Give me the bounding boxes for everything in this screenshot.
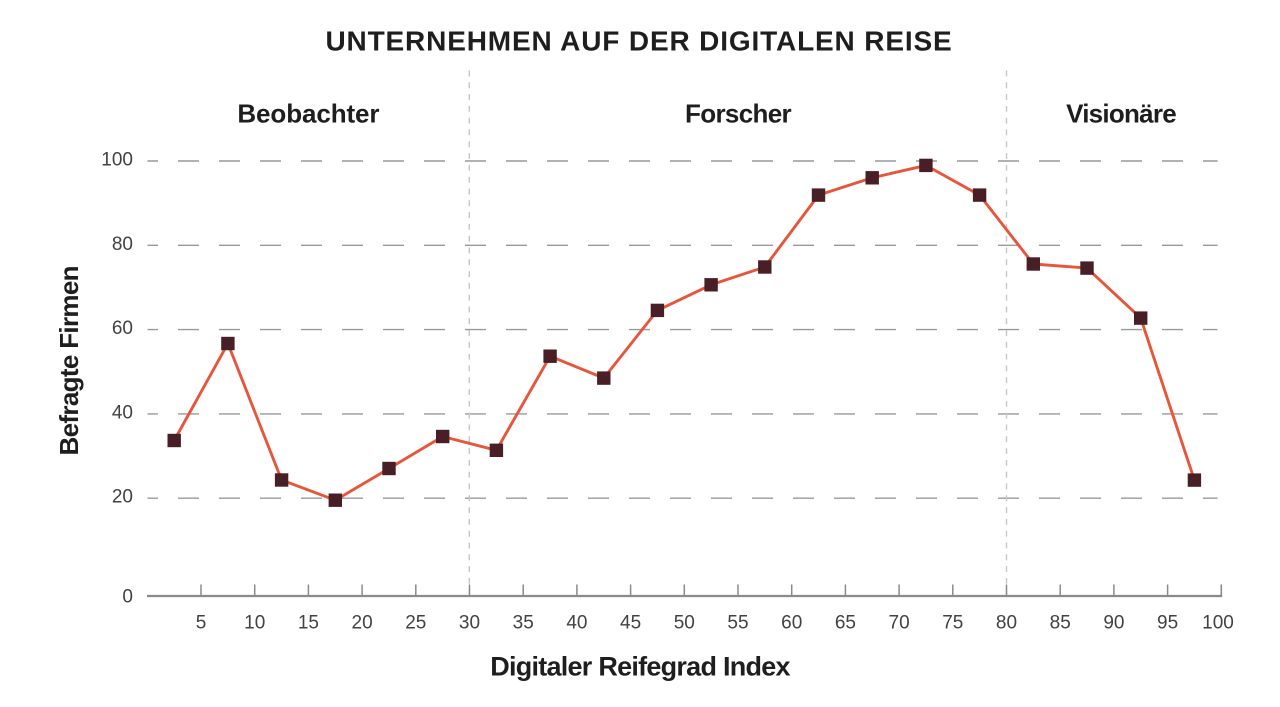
svg-text:40: 40	[112, 402, 133, 423]
svg-text:5: 5	[196, 612, 207, 633]
svg-text:35: 35	[513, 612, 534, 633]
svg-text:50: 50	[674, 612, 695, 633]
svg-text:75: 75	[942, 612, 963, 633]
svg-text:100: 100	[101, 150, 133, 171]
svg-text:80: 80	[112, 234, 133, 255]
svg-text:60: 60	[781, 612, 802, 633]
svg-text:90: 90	[1103, 612, 1124, 633]
svg-text:95: 95	[1157, 612, 1178, 633]
svg-text:100: 100	[1202, 612, 1234, 633]
svg-text:0: 0	[122, 587, 133, 608]
svg-text:20: 20	[352, 612, 373, 633]
svg-text:Befragte Firmen: Befragte Firmen	[54, 266, 84, 455]
svg-text:60: 60	[112, 318, 133, 339]
svg-text:Forscher: Forscher	[685, 99, 791, 129]
svg-text:Beobachter: Beobachter	[237, 99, 379, 129]
svg-text:70: 70	[889, 612, 910, 633]
svg-text:55: 55	[727, 612, 748, 633]
svg-text:25: 25	[405, 612, 426, 633]
svg-text:40: 40	[566, 612, 587, 633]
svg-text:Visionäre: Visionäre	[1066, 99, 1176, 129]
svg-text:10: 10	[244, 612, 265, 633]
svg-text:85: 85	[1050, 612, 1071, 633]
svg-text:80: 80	[996, 612, 1017, 633]
svg-text:15: 15	[298, 612, 319, 633]
svg-text:30: 30	[459, 612, 480, 633]
svg-text:45: 45	[620, 612, 641, 633]
svg-text:65: 65	[835, 612, 856, 633]
svg-text:Digitaler Reifegrad Index: Digitaler Reifegrad Index	[490, 652, 790, 682]
svg-text:UNTERNEHMEN AUF DER DIGITALEN: UNTERNEHMEN AUF DER DIGITALEN REISE	[325, 26, 952, 57]
svg-text:20: 20	[112, 487, 133, 508]
